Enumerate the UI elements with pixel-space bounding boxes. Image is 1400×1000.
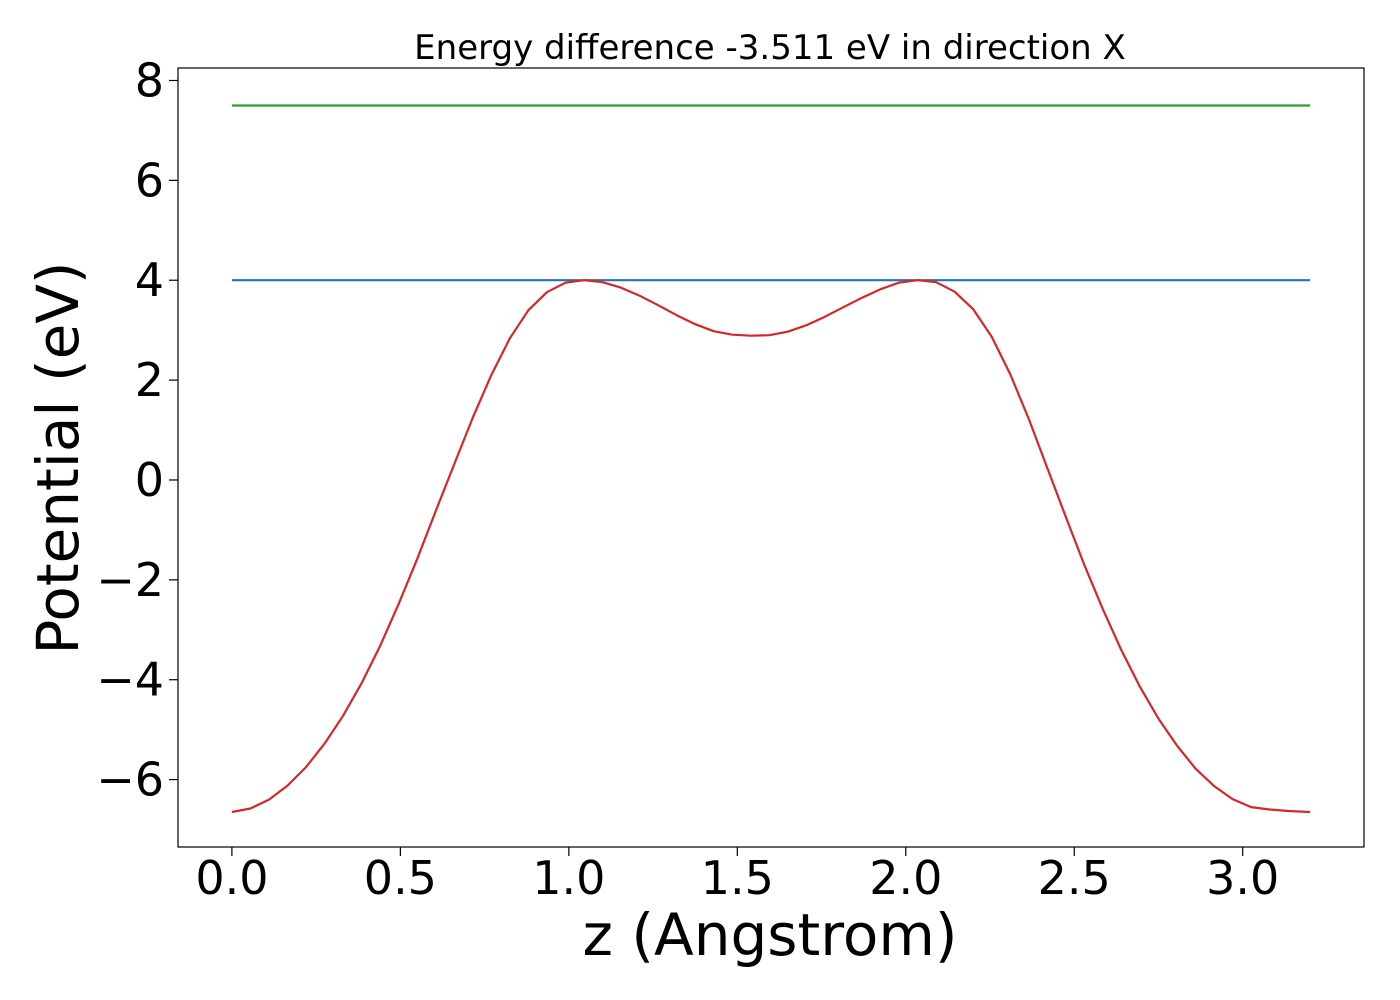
- y-axis-ticks: −6 −4 −2 0 2 4 6 8: [96, 53, 178, 807]
- y-tick-label: −4: [96, 653, 164, 707]
- series-line-3: [231, 279, 1311, 814]
- x-axis-ticks: 0.0 0.5 1.0 1.5 2.0 2.5 3.0: [195, 847, 1279, 905]
- x-axis-label: z (Angstrom): [583, 901, 958, 969]
- x-tick-label: 0.5: [364, 851, 437, 905]
- y-tick-label: 6: [135, 153, 164, 207]
- x-tick-label: 2.0: [869, 851, 942, 905]
- x-tick-label: 1.5: [701, 851, 774, 905]
- x-tick-label: 1.0: [532, 851, 605, 905]
- plot-frame: [177, 67, 1365, 848]
- x-tick-label: 0.0: [195, 851, 268, 905]
- y-tick-label: 0: [135, 453, 164, 507]
- y-tick-label: −2: [96, 553, 164, 607]
- x-tick-label: 3.0: [1206, 851, 1279, 905]
- chart-title: Energy difference -3.511 eV in direction…: [414, 28, 1126, 68]
- y-axis-label: Potential (eV): [24, 261, 92, 654]
- y-tick-label: 8: [135, 53, 164, 107]
- y-tick-label: 4: [135, 253, 164, 307]
- series-layer: [231, 104, 1311, 814]
- y-tick-label: 2: [135, 353, 164, 407]
- x-tick-label: 2.5: [1038, 851, 1111, 905]
- y-tick-label: −6: [96, 753, 164, 807]
